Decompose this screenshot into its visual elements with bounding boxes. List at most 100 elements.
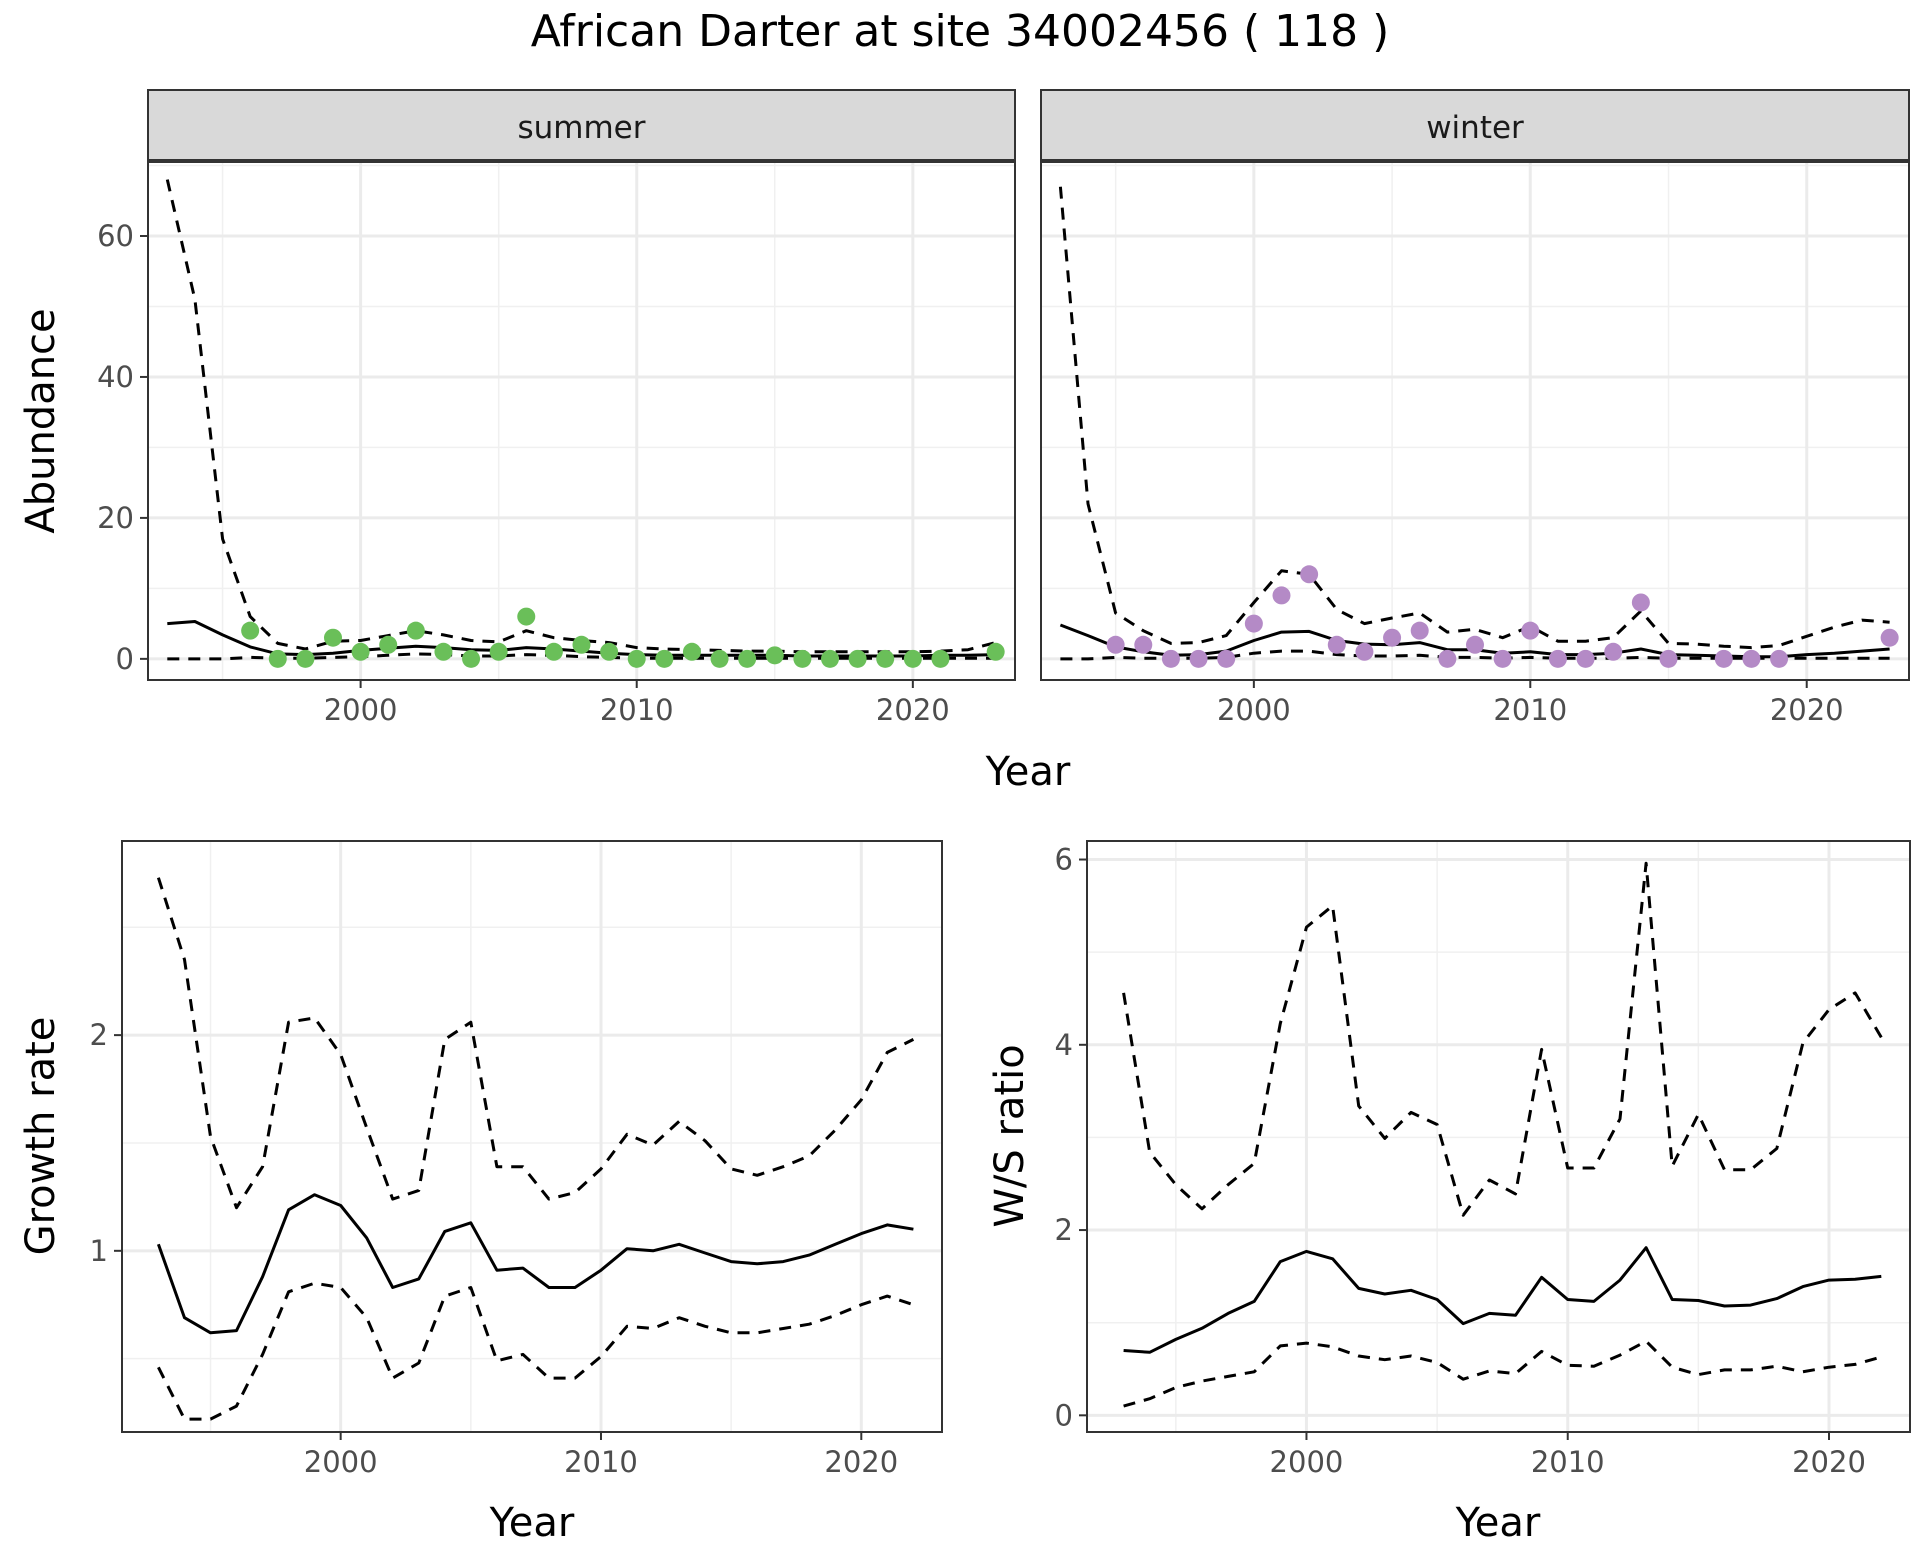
plot-border-growth — [121, 840, 943, 1433]
data-point — [1161, 649, 1180, 668]
series-line-dashed-1 — [1058, 186, 1890, 650]
strip-background-winter — [1040, 89, 1910, 161]
data-point — [1106, 635, 1125, 654]
data-point — [876, 649, 895, 668]
data-point — [406, 621, 425, 640]
data-point — [1327, 635, 1346, 654]
x-tick-label: 2020 — [1770, 693, 1844, 727]
panel-summer: summer 0 20 40 60 2000 2010 2020 — [97, 89, 1016, 727]
strip-label-winter: winter — [1426, 110, 1524, 146]
data-point — [793, 649, 812, 668]
data-point — [765, 646, 784, 665]
y-ticks-growth: 12 — [90, 1018, 122, 1268]
y-tick-label: 1 — [90, 1234, 108, 1268]
data-point — [1742, 649, 1761, 668]
data-point — [1355, 642, 1374, 661]
series-line-dashed-2 — [157, 1281, 914, 1421]
x-axis-label-ratio: Year — [1455, 1500, 1541, 1546]
data-point — [710, 649, 729, 668]
plot-background-winter — [1041, 162, 1909, 680]
data-point — [434, 642, 453, 661]
y-tick-label: 2 — [1055, 1213, 1073, 1247]
plot-background-summer — [148, 162, 1015, 680]
y-axis-label-ratio: W/S ratio — [987, 1044, 1033, 1227]
y-axis-label-growth: Growth rate — [18, 1017, 64, 1256]
grid-ratio — [1087, 841, 1910, 1432]
data-point — [1604, 642, 1623, 661]
data-point — [489, 642, 508, 661]
y-axis-label-abundance: Abundance — [18, 308, 64, 533]
x-axis-label-top: Year — [985, 749, 1071, 795]
x-ticks-ratio: 2000 2010 2020 — [1270, 1432, 1866, 1479]
data-point — [1880, 628, 1899, 647]
data-point — [1272, 586, 1291, 605]
series-line-dashed-1 — [156, 877, 915, 1210]
series-line-dashed-2 — [1123, 1339, 1882, 1408]
y-ticks-summer: 0 20 40 60 — [97, 219, 148, 676]
x-tick-label: 2000 — [324, 693, 398, 727]
data-point — [1521, 621, 1540, 640]
x-tick-label: 2020 — [824, 1445, 898, 1479]
plot-background-growth — [122, 841, 942, 1432]
data-point — [931, 649, 950, 668]
points-winter — [1106, 565, 1899, 668]
data-point — [627, 649, 646, 668]
data-point — [1576, 649, 1595, 668]
y-tick-label: 4 — [1055, 1028, 1073, 1062]
data-point — [1134, 635, 1153, 654]
data-point — [517, 607, 536, 626]
data-point — [544, 642, 563, 661]
y-tick-label: 20 — [97, 501, 134, 535]
strip-label-summer: summer — [517, 110, 645, 146]
series-line-solid-0 — [1123, 1246, 1882, 1354]
strip-background-summer — [147, 89, 1016, 161]
data-point — [323, 628, 342, 647]
y-ticks-ratio: 0 2 4 6 — [1055, 843, 1087, 1432]
x-tick-label: 2010 — [1531, 1445, 1605, 1479]
grid-winter — [1041, 162, 1909, 680]
data-point — [655, 649, 674, 668]
data-point — [1244, 614, 1263, 633]
data-point — [462, 649, 481, 668]
data-point — [682, 642, 701, 661]
series-line-dashed-1 — [1122, 861, 1883, 1217]
data-point — [600, 642, 619, 661]
x-axis-label-growth: Year — [489, 1500, 575, 1546]
data-point — [1770, 649, 1789, 668]
x-tick-label: 2010 — [564, 1445, 638, 1479]
series-line-solid-0 — [156, 1193, 914, 1335]
y-tick-label: 2 — [90, 1018, 108, 1052]
data-point — [1300, 565, 1319, 584]
grid-growth — [122, 841, 942, 1432]
chart-title: African Darter at site 34002456 ( 118 ) — [530, 6, 1390, 57]
grid-summer — [148, 162, 1015, 680]
data-point — [1548, 649, 1567, 668]
x-tick-label: 2010 — [600, 693, 674, 727]
data-point — [572, 635, 591, 654]
data-point — [1631, 593, 1650, 612]
data-point — [1189, 649, 1208, 668]
data-point — [1438, 649, 1457, 668]
data-point — [1659, 649, 1678, 668]
data-point — [296, 649, 315, 668]
x-tick-label: 2010 — [1493, 693, 1567, 727]
plot-border-summer — [147, 161, 1016, 681]
data-point — [1493, 649, 1512, 668]
data-point — [738, 649, 757, 668]
x-tick-label: 2020 — [876, 693, 950, 727]
y-tick-label: 60 — [97, 219, 134, 253]
data-point — [268, 649, 287, 668]
x-ticks-winter: 2000 2010 2020 — [1217, 680, 1844, 727]
series-ratio — [1122, 861, 1883, 1408]
data-point — [1714, 649, 1733, 668]
y-tick-label: 6 — [1055, 843, 1073, 877]
data-point — [1466, 635, 1484, 654]
data-point — [903, 649, 922, 668]
data-point — [1410, 621, 1429, 640]
plot-border-winter — [1040, 161, 1910, 681]
x-tick-label: 2020 — [1792, 1445, 1866, 1479]
panel-growth: 12 2000 2010 2020 — [90, 840, 943, 1479]
data-point — [241, 621, 260, 640]
points-summer — [241, 607, 1005, 668]
series-growth — [156, 877, 915, 1421]
